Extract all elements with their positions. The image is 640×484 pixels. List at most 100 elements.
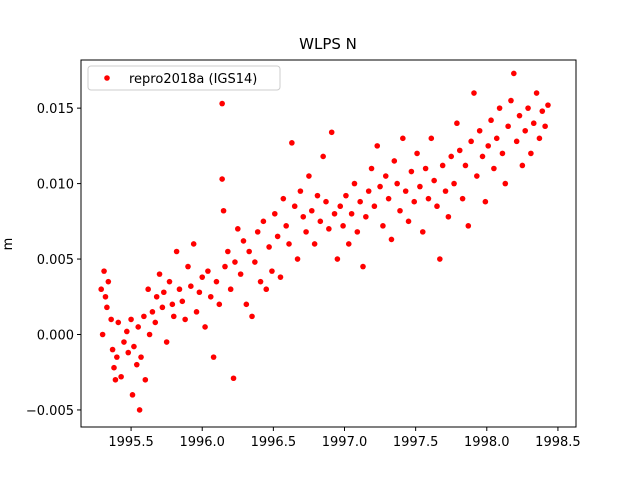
point bbox=[254, 229, 261, 235]
point bbox=[419, 229, 426, 235]
point bbox=[365, 188, 372, 194]
point bbox=[536, 135, 543, 142]
point bbox=[124, 328, 130, 335]
point bbox=[323, 198, 329, 205]
point bbox=[522, 127, 529, 134]
point bbox=[169, 301, 176, 308]
point bbox=[263, 286, 270, 293]
point bbox=[382, 173, 389, 179]
point bbox=[448, 153, 455, 160]
point bbox=[108, 316, 114, 323]
point bbox=[128, 316, 134, 323]
point bbox=[115, 319, 122, 326]
point bbox=[345, 241, 352, 247]
point bbox=[317, 218, 324, 225]
point bbox=[297, 188, 304, 194]
point bbox=[193, 309, 200, 315]
point bbox=[199, 274, 206, 280]
point bbox=[474, 173, 480, 179]
point bbox=[533, 90, 540, 96]
point bbox=[196, 289, 203, 296]
point bbox=[511, 70, 517, 77]
point bbox=[141, 313, 147, 320]
point bbox=[340, 223, 346, 229]
point bbox=[237, 271, 244, 277]
point bbox=[371, 203, 378, 210]
point bbox=[240, 238, 247, 244]
point bbox=[246, 248, 252, 255]
point bbox=[482, 198, 489, 205]
point bbox=[185, 263, 191, 270]
point bbox=[252, 259, 258, 265]
point bbox=[257, 278, 264, 285]
point bbox=[163, 339, 170, 345]
point bbox=[417, 183, 423, 190]
point bbox=[491, 165, 497, 172]
point bbox=[326, 226, 332, 232]
point bbox=[542, 123, 548, 130]
point bbox=[493, 135, 500, 142]
point bbox=[405, 218, 412, 225]
point bbox=[153, 293, 160, 300]
point bbox=[476, 127, 483, 134]
point bbox=[230, 375, 237, 382]
point bbox=[213, 278, 220, 285]
point bbox=[104, 304, 110, 311]
y-tick-label: 0.005 bbox=[37, 253, 74, 268]
point bbox=[291, 203, 298, 210]
y-axis-label: m bbox=[1, 238, 16, 251]
point bbox=[391, 158, 398, 164]
point bbox=[508, 97, 514, 104]
point bbox=[249, 313, 255, 320]
point bbox=[274, 233, 281, 240]
point bbox=[422, 165, 429, 172]
point bbox=[210, 354, 217, 360]
point bbox=[328, 129, 335, 136]
point bbox=[159, 304, 166, 311]
legend-marker bbox=[104, 75, 110, 81]
point bbox=[161, 289, 167, 296]
point bbox=[136, 407, 143, 413]
x-tick-label: 1998.5 bbox=[535, 435, 581, 450]
point bbox=[105, 278, 112, 285]
point bbox=[351, 180, 358, 187]
point bbox=[471, 90, 477, 96]
point bbox=[397, 207, 403, 214]
point bbox=[219, 100, 225, 107]
point bbox=[411, 198, 418, 205]
point bbox=[388, 236, 395, 243]
point bbox=[135, 324, 141, 330]
point bbox=[465, 223, 472, 229]
point bbox=[385, 195, 392, 202]
point bbox=[142, 376, 149, 383]
point bbox=[121, 339, 127, 345]
point bbox=[99, 331, 106, 338]
point bbox=[145, 286, 151, 293]
point bbox=[442, 188, 449, 194]
point bbox=[188, 283, 194, 290]
point bbox=[402, 188, 409, 194]
point bbox=[109, 346, 116, 353]
point bbox=[207, 293, 214, 300]
point bbox=[300, 213, 307, 220]
point bbox=[190, 241, 197, 247]
point bbox=[170, 313, 177, 320]
point bbox=[462, 162, 469, 169]
point bbox=[232, 259, 238, 265]
point bbox=[334, 256, 341, 262]
point bbox=[445, 213, 452, 220]
x-tick-label: 1996.5 bbox=[251, 435, 297, 450]
plot-frame bbox=[80, 59, 577, 428]
point bbox=[133, 361, 140, 368]
point bbox=[525, 105, 531, 111]
point bbox=[114, 354, 120, 360]
point bbox=[205, 268, 211, 274]
point bbox=[451, 180, 457, 187]
point bbox=[225, 248, 231, 255]
point bbox=[234, 226, 241, 232]
x-tick-label: 1997.0 bbox=[322, 435, 368, 450]
point bbox=[118, 373, 124, 380]
point bbox=[280, 195, 287, 202]
point bbox=[502, 180, 509, 187]
point bbox=[179, 298, 186, 305]
